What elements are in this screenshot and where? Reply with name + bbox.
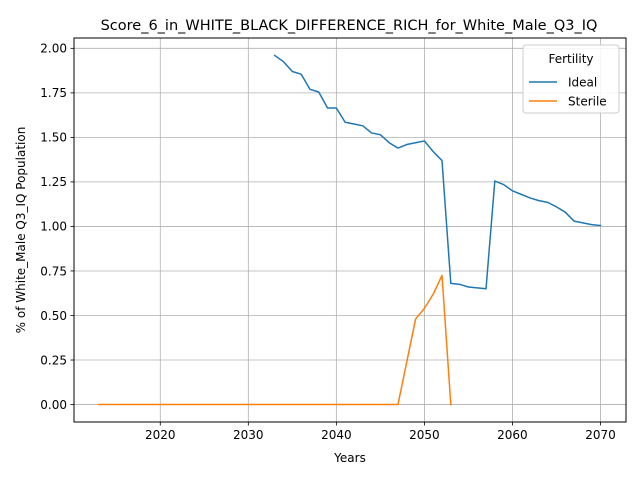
y-tick-label: 2.00: [40, 42, 67, 56]
y-axis-label: % of White_Male Q3_IQ Population: [14, 127, 28, 334]
series-lines: [97, 54, 602, 406]
legend-title: Fertility: [548, 52, 593, 66]
plot-area-frame: [73, 37, 627, 423]
legend-label-sterile: Sterile: [568, 94, 607, 108]
y-tick-label: 1.50: [40, 131, 67, 145]
chart-title: Score_6_in_WHITE_BLACK_DIFFERENCE_RICH_f…: [101, 18, 598, 34]
y-tick-label: 0.25: [40, 353, 67, 367]
y-tick-label: 0.75: [40, 264, 67, 278]
series-line-sterile: [97, 274, 452, 406]
legend: Fertility Ideal Sterile: [522, 44, 620, 114]
x-tick-label: 2040: [321, 428, 352, 442]
legend-label-ideal: Ideal: [568, 75, 597, 89]
x-axis-label: Years: [333, 451, 366, 465]
y-tick-label: 0.50: [40, 309, 67, 323]
y-axis-ticks: 0.00 0.25 0.50 0.75 1.00 1.25 1.50 1.75 2.00: [40, 42, 74, 412]
x-tick-label: 2020: [145, 428, 176, 442]
x-tick-label: 2060: [497, 428, 528, 442]
y-tick-label: 1.00: [40, 220, 67, 234]
series-line-ideal: [273, 54, 602, 290]
y-tick-label: 1.75: [40, 86, 67, 100]
x-axis-ticks: 2020 2030 2040 2050 2060 2070: [145, 422, 616, 442]
y-tick-label: 0.00: [40, 398, 67, 412]
x-tick-label: 2050: [409, 428, 440, 442]
legend-entries: Ideal Sterile: [529, 75, 607, 108]
x-tick-label: 2030: [233, 428, 264, 442]
x-tick-label: 2070: [585, 428, 616, 442]
legend-box: [522, 44, 620, 114]
grid: [74, 38, 626, 422]
y-tick-label: 1.25: [40, 175, 67, 189]
